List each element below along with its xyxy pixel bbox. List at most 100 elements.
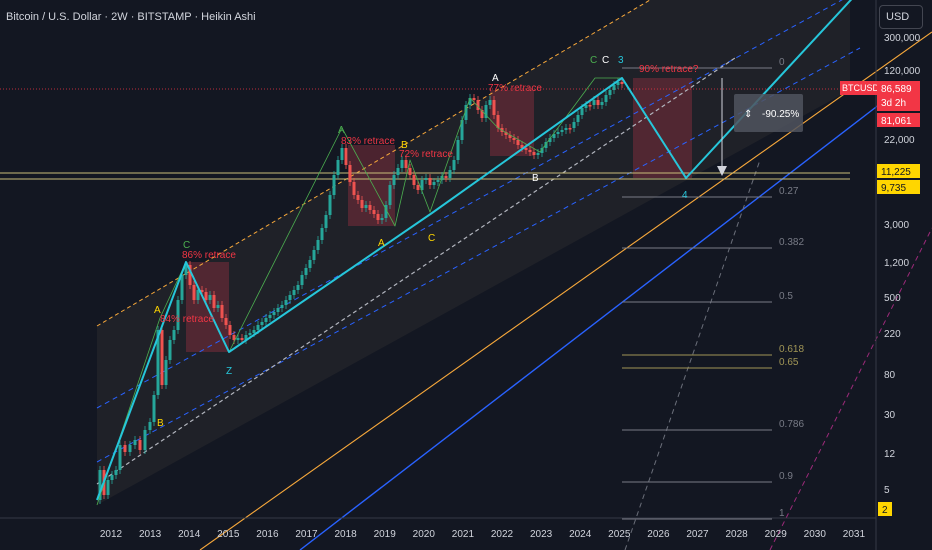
candle (524, 148, 528, 150)
annotation-label: -90.25% (762, 109, 799, 120)
candle (484, 105, 488, 118)
candle (244, 335, 248, 340)
x-tick-label: 2018 (334, 529, 357, 540)
candle (460, 120, 464, 140)
candle (476, 100, 480, 110)
wave-label: 4 (682, 190, 688, 201)
candle (464, 105, 468, 120)
wave-label: B (401, 140, 408, 151)
channel-bottom-line (299, 103, 881, 550)
candle (176, 300, 180, 330)
candle (472, 98, 476, 100)
y-tick-label: 5 (884, 485, 890, 496)
wave-label: B (157, 418, 164, 429)
orange-support-line (199, 31, 932, 550)
candle (348, 165, 352, 182)
candle (616, 82, 620, 85)
candle (192, 285, 196, 300)
candle (420, 180, 424, 190)
candle (416, 185, 420, 190)
x-tick-label: 2014 (178, 529, 201, 540)
candle (380, 218, 384, 220)
candle (114, 470, 118, 475)
candle (532, 152, 536, 155)
candle (300, 275, 304, 285)
candle (584, 105, 588, 108)
candle (596, 100, 600, 105)
candle (118, 445, 122, 470)
wave-label: A (154, 305, 161, 316)
y-tick-label: 30 (884, 410, 896, 421)
wave-label: B (532, 173, 539, 184)
retrace-box (633, 78, 692, 178)
candle (98, 470, 102, 500)
candle (164, 360, 168, 385)
candle (568, 128, 572, 130)
wave-label: A (338, 125, 345, 136)
y-tick-label: 120,000 (884, 66, 921, 77)
candle (580, 108, 584, 115)
price-tag-bg (877, 113, 920, 127)
candle (224, 318, 228, 325)
candle (388, 185, 392, 205)
candle (428, 178, 432, 185)
y-tick-label-partial: 300,000 (884, 33, 921, 44)
candle (252, 330, 256, 333)
candle (240, 338, 244, 340)
candle (288, 295, 292, 300)
y-tick-label: 500 (884, 293, 901, 304)
candle (304, 268, 308, 275)
candle (492, 100, 496, 115)
annotation-label: 72% retrace (399, 149, 453, 160)
candle (152, 395, 156, 422)
candle (520, 145, 524, 148)
candle (588, 105, 592, 107)
candle (216, 305, 220, 308)
wave-label: A (378, 238, 385, 249)
candle (168, 340, 172, 360)
candle (564, 128, 568, 130)
candle (400, 160, 404, 168)
candle (540, 148, 544, 153)
price-tag-countdown: 3d 2h (881, 98, 906, 109)
candle (612, 85, 616, 90)
candle (536, 153, 540, 155)
candle (480, 110, 484, 118)
annotation-label: 77% retrace (488, 83, 542, 94)
x-tick-label: 2027 (686, 529, 709, 540)
y-tick-label: 22,000 (884, 135, 915, 146)
x-tick-label: 2013 (139, 529, 162, 540)
candle (172, 330, 176, 340)
candle (324, 215, 328, 228)
candle (600, 102, 604, 105)
fib-label: 0.382 (779, 237, 804, 248)
annotation-label: 84% retrace (160, 314, 214, 325)
x-tick-label: 2024 (569, 529, 592, 540)
candle (220, 305, 224, 318)
candle (504, 132, 508, 135)
candle (148, 422, 152, 430)
x-tick-label: 2017 (295, 529, 318, 540)
x-tick-label: 2016 (256, 529, 279, 540)
candle (356, 195, 360, 200)
currency-button[interactable]: USD (879, 5, 923, 29)
candle (452, 160, 456, 170)
price-tag-value: 9,735 (881, 183, 906, 194)
candle (143, 430, 147, 450)
candle (320, 228, 324, 240)
fib-label: 0.65 (779, 357, 799, 368)
candle (528, 150, 532, 152)
fib-label: 0.618 (779, 344, 804, 355)
candle (196, 290, 200, 300)
price-tag-value: 11,225 (881, 167, 911, 178)
x-tick-label: 2019 (374, 529, 397, 540)
candle (604, 95, 608, 102)
y-tick-label: 12 (884, 449, 896, 460)
candle (138, 440, 142, 450)
candle (332, 175, 336, 195)
price-tag-symbol-bg (840, 81, 877, 95)
candle (372, 210, 376, 214)
channel-mid-lower-line (96, 47, 861, 463)
projection-path (96, 0, 853, 501)
